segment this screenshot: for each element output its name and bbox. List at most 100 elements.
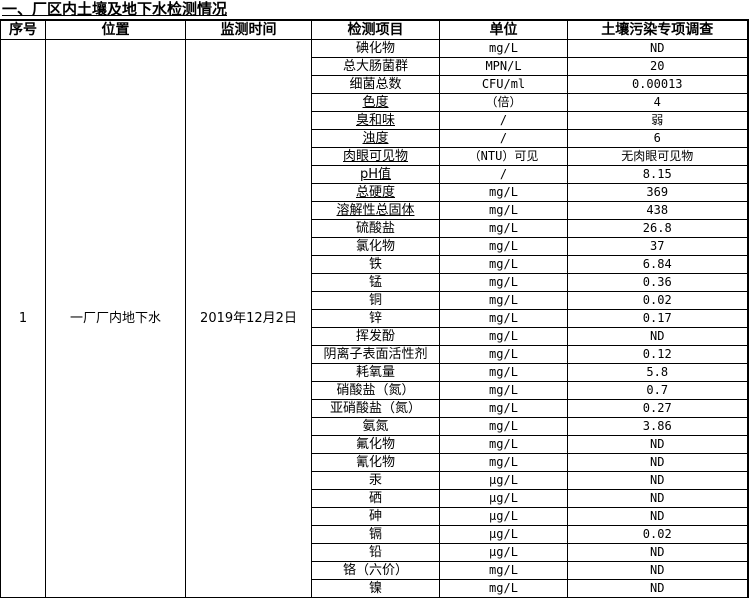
value-cell[interactable]: 0.7 xyxy=(567,381,749,400)
unit-cell[interactable]: / xyxy=(439,111,568,130)
item-cell[interactable]: 耗氧量 xyxy=(311,363,440,382)
header-result[interactable]: 土壤污染专项调查 xyxy=(567,19,749,40)
value-cell[interactable]: ND xyxy=(567,327,749,346)
item-cell[interactable]: 总大肠菌群 xyxy=(311,57,440,76)
unit-cell[interactable]: （NTU）可见 xyxy=(439,147,568,166)
value-cell[interactable]: 26.8 xyxy=(567,219,749,238)
value-cell[interactable]: 0.02 xyxy=(567,525,749,544)
item-cell[interactable]: 氰化物 xyxy=(311,453,440,472)
value-cell[interactable]: 0.27 xyxy=(567,399,749,418)
item-cell[interactable]: 铜 xyxy=(311,291,440,310)
item-cell[interactable]: 铬（六价） xyxy=(311,561,440,580)
item-cell[interactable]: 浊度 xyxy=(311,129,440,148)
unit-cell[interactable]: （倍） xyxy=(439,93,568,112)
value-cell[interactable]: 6 xyxy=(567,129,749,148)
item-cell[interactable]: 镉 xyxy=(311,525,440,544)
value-cell[interactable]: ND xyxy=(567,579,749,598)
value-cell[interactable]: 8.15 xyxy=(567,165,749,184)
unit-cell[interactable]: mg/L xyxy=(439,417,568,436)
unit-cell[interactable]: mg/L xyxy=(439,183,568,202)
item-cell[interactable]: 汞 xyxy=(311,471,440,490)
unit-cell[interactable]: mg/L xyxy=(439,201,568,220)
no-cell[interactable]: 1 xyxy=(0,39,46,598)
unit-cell[interactable]: / xyxy=(439,165,568,184)
header-unit[interactable]: 单位 xyxy=(439,19,568,40)
value-cell[interactable]: 弱 xyxy=(567,111,749,130)
item-cell[interactable]: 铁 xyxy=(311,255,440,274)
item-cell[interactable]: 臭和味 xyxy=(311,111,440,130)
value-cell[interactable]: 0.17 xyxy=(567,309,749,328)
value-cell[interactable]: 438 xyxy=(567,201,749,220)
value-cell[interactable]: 0.02 xyxy=(567,291,749,310)
item-cell[interactable]: 氯化物 xyxy=(311,237,440,256)
unit-cell[interactable]: mg/L xyxy=(439,579,568,598)
value-cell[interactable]: 20 xyxy=(567,57,749,76)
value-cell[interactable]: ND xyxy=(567,471,749,490)
unit-cell[interactable]: μg/L xyxy=(439,525,568,544)
value-cell[interactable]: 0.36 xyxy=(567,273,749,292)
unit-cell[interactable]: μg/L xyxy=(439,471,568,490)
unit-cell[interactable]: mg/L xyxy=(439,309,568,328)
item-cell[interactable]: 碘化物 xyxy=(311,39,440,58)
value-cell[interactable]: ND xyxy=(567,39,749,58)
item-cell[interactable]: 氟化物 xyxy=(311,435,440,454)
unit-cell[interactable]: mg/L xyxy=(439,291,568,310)
item-cell[interactable]: 锰 xyxy=(311,273,440,292)
item-cell[interactable]: 亚硝酸盐（氮） xyxy=(311,399,440,418)
header-location[interactable]: 位置 xyxy=(45,19,186,40)
item-cell[interactable]: 总硬度 xyxy=(311,183,440,202)
unit-cell[interactable]: mg/L xyxy=(439,237,568,256)
value-cell[interactable]: ND xyxy=(567,507,749,526)
item-cell[interactable]: 溶解性总固体 xyxy=(311,201,440,220)
unit-cell[interactable]: μg/L xyxy=(439,543,568,562)
unit-cell[interactable]: μg/L xyxy=(439,507,568,526)
unit-cell[interactable]: mg/L xyxy=(439,399,568,418)
item-cell[interactable]: 硒 xyxy=(311,489,440,508)
unit-cell[interactable]: mg/L xyxy=(439,381,568,400)
unit-cell[interactable]: CFU/ml xyxy=(439,75,568,94)
unit-cell[interactable]: mg/L xyxy=(439,435,568,454)
unit-cell[interactable]: mg/L xyxy=(439,453,568,472)
unit-cell[interactable]: mg/L xyxy=(439,39,568,58)
item-cell[interactable]: 锌 xyxy=(311,309,440,328)
unit-cell[interactable]: MPN/L xyxy=(439,57,568,76)
header-item[interactable]: 检测项目 xyxy=(311,19,440,40)
value-cell[interactable]: ND xyxy=(567,561,749,580)
item-cell[interactable]: 镍 xyxy=(311,579,440,598)
value-cell[interactable]: ND xyxy=(567,453,749,472)
value-cell[interactable]: ND xyxy=(567,435,749,454)
unit-cell[interactable]: / xyxy=(439,129,568,148)
value-cell[interactable]: ND xyxy=(567,543,749,562)
item-cell[interactable]: 铅 xyxy=(311,543,440,562)
value-cell[interactable]: 369 xyxy=(567,183,749,202)
value-cell[interactable]: 37 xyxy=(567,237,749,256)
unit-cell[interactable]: mg/L xyxy=(439,219,568,238)
location-cell[interactable]: 一厂厂内地下水 xyxy=(45,39,186,598)
value-cell[interactable]: 5.8 xyxy=(567,363,749,382)
item-cell[interactable]: 硝酸盐（氮） xyxy=(311,381,440,400)
unit-cell[interactable]: mg/L xyxy=(439,345,568,364)
value-cell[interactable]: 0.12 xyxy=(567,345,749,364)
unit-cell[interactable]: μg/L xyxy=(439,489,568,508)
unit-cell[interactable]: mg/L xyxy=(439,273,568,292)
item-cell[interactable]: 硫酸盐 xyxy=(311,219,440,238)
item-cell[interactable]: 砷 xyxy=(311,507,440,526)
item-cell[interactable]: pH值 xyxy=(311,165,440,184)
value-cell[interactable]: 3.86 xyxy=(567,417,749,436)
date-cell[interactable]: 2019年12月2日 xyxy=(185,39,312,598)
unit-cell[interactable]: mg/L xyxy=(439,255,568,274)
value-cell[interactable]: 0.00013 xyxy=(567,75,749,94)
value-cell[interactable]: 4 xyxy=(567,93,749,112)
item-cell[interactable]: 挥发酚 xyxy=(311,327,440,346)
item-cell[interactable]: 肉眼可见物 xyxy=(311,147,440,166)
value-cell[interactable]: ND xyxy=(567,489,749,508)
value-cell[interactable]: 6.84 xyxy=(567,255,749,274)
value-cell[interactable]: 无肉眼可见物 xyxy=(567,147,749,166)
unit-cell[interactable]: mg/L xyxy=(439,363,568,382)
unit-cell[interactable]: mg/L xyxy=(439,561,568,580)
item-cell[interactable]: 色度 xyxy=(311,93,440,112)
item-cell[interactable]: 细菌总数 xyxy=(311,75,440,94)
header-no[interactable]: 序号 xyxy=(0,19,46,40)
unit-cell[interactable]: mg/L xyxy=(439,327,568,346)
header-date[interactable]: 监测时间 xyxy=(185,19,312,40)
